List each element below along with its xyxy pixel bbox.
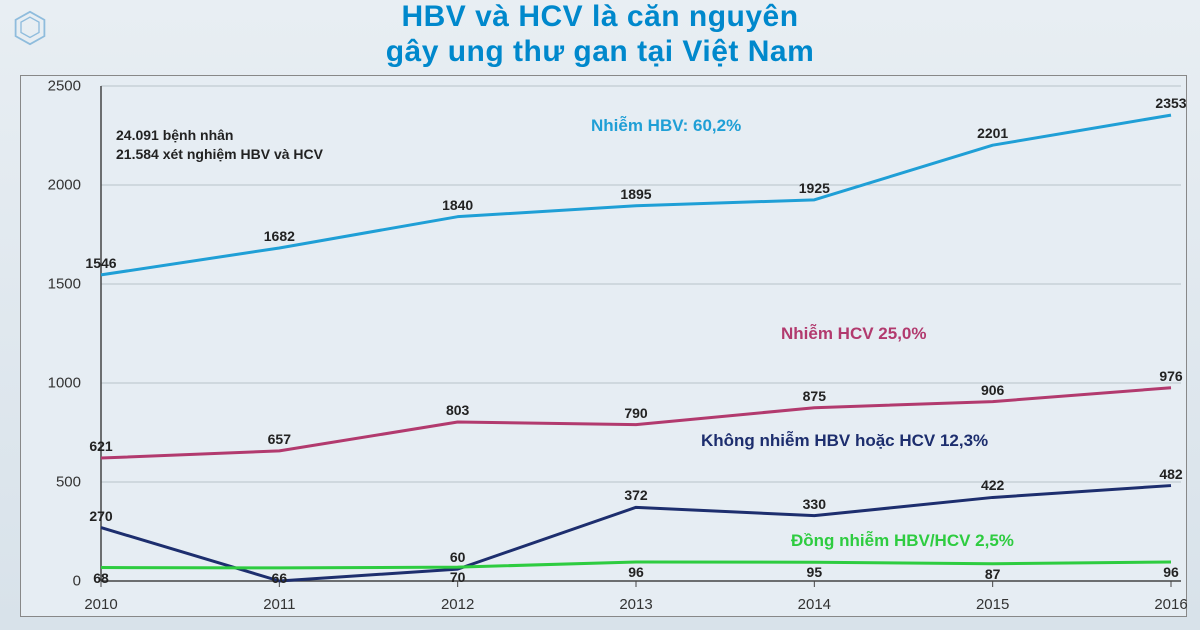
title-line-1: HBV và HCV là căn nguyên	[401, 0, 798, 33]
data-label: 875	[803, 388, 826, 404]
x-tick-label: 2012	[441, 596, 474, 613]
data-label: 976	[1159, 368, 1182, 384]
x-tick-label: 2014	[798, 596, 831, 613]
x-tick-label: 2013	[619, 596, 652, 613]
series-label-neither: Không nhiễm HBV hoặc HCV 12,3%	[701, 431, 988, 451]
y-tick-label: 1000	[48, 375, 91, 392]
data-label: 60	[450, 549, 466, 565]
data-label: 482	[1159, 466, 1182, 482]
data-label: 95	[807, 564, 823, 580]
title-line-2: gây ung thư gan tại Việt Nam	[386, 35, 815, 68]
data-label: 803	[446, 402, 469, 418]
x-tick-label: 2015	[976, 596, 1009, 613]
data-label: 2201	[977, 125, 1008, 141]
data-label: 1682	[264, 228, 295, 244]
series-label-both: Đồng nhiễm HBV/HCV 2,5%	[791, 531, 1014, 551]
data-label: 621	[89, 438, 112, 454]
data-label: 87	[985, 566, 1001, 582]
data-label: 270	[89, 508, 112, 524]
y-tick-label: 2000	[48, 177, 91, 194]
line-chart: 0 500 1000 1500 2000 2500 2010 2011 2012 2013 201…	[20, 75, 1187, 617]
data-label: 2353	[1155, 95, 1186, 111]
data-label: 1546	[85, 255, 116, 271]
y-tick-label: 0	[73, 573, 91, 590]
data-label: 70	[450, 569, 466, 585]
y-tick-label: 1500	[48, 276, 91, 293]
data-label: 1840	[442, 197, 473, 213]
x-tick-label: 2011	[263, 596, 295, 613]
data-label: 96	[1163, 564, 1179, 580]
data-label: 1895	[620, 186, 651, 202]
data-label: 422	[981, 477, 1004, 493]
data-label: 330	[803, 496, 826, 512]
series-label-hcv: Nhiễm HCV 25,0%	[781, 324, 927, 344]
series-line-hcv	[101, 388, 1171, 458]
x-tick-label: 2016	[1154, 596, 1187, 613]
note-line-1: 24.091 bệnh nhân	[116, 127, 233, 143]
x-tick-label: 2010	[84, 596, 117, 613]
data-label: 96	[628, 564, 644, 580]
data-label: 906	[981, 382, 1004, 398]
y-tick-label: 2500	[48, 78, 91, 95]
data-label: 790	[624, 405, 647, 421]
data-label: 657	[268, 431, 291, 447]
chart-title: HBV và HCV là căn nguyên gây ung thư gan…	[0, 0, 1200, 69]
data-label: 372	[624, 487, 647, 503]
note-line-2: 21.584 xét nghiệm HBV và HCV	[116, 146, 323, 162]
patient-note: 24.091 bệnh nhân 21.584 xét nghiệm HBV v…	[116, 126, 323, 164]
data-label: 66	[272, 570, 288, 586]
series-label-hbv: Nhiễm HBV: 60,2%	[591, 116, 741, 136]
data-label: 1925	[799, 180, 830, 196]
y-tick-label: 500	[56, 474, 91, 491]
data-label: 68	[93, 570, 109, 586]
